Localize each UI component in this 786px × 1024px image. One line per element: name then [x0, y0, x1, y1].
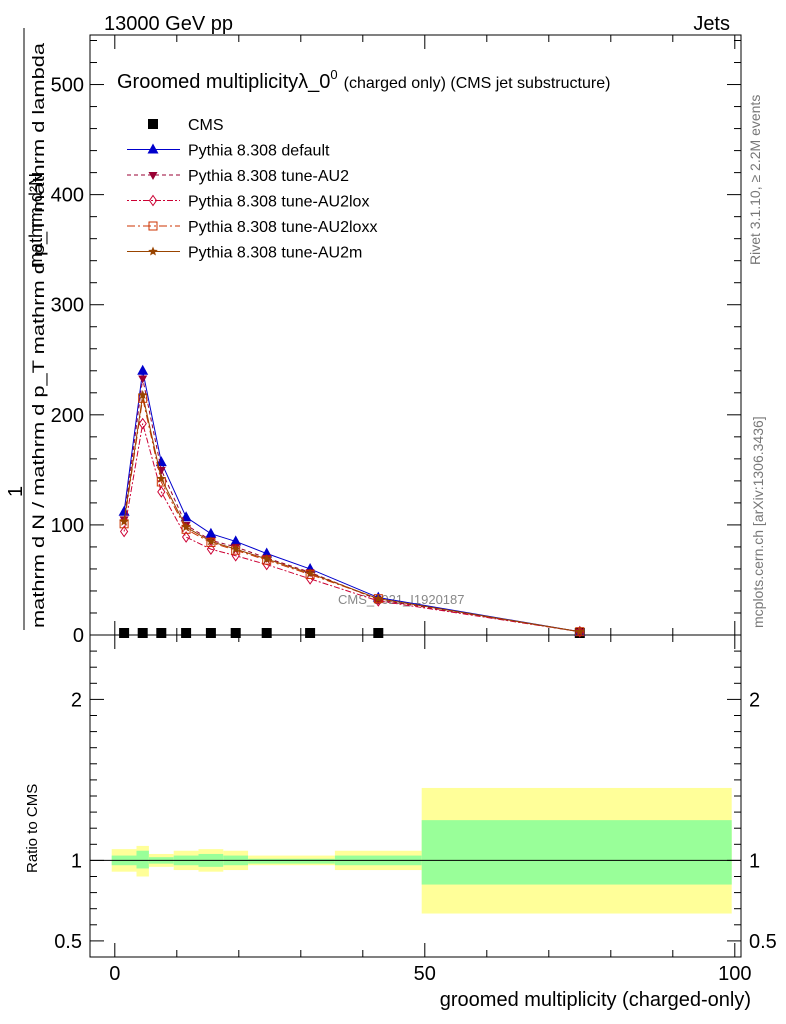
x-tick-labels: 0 50 100: [109, 963, 751, 985]
header-right: Jets: [693, 13, 730, 35]
series-line-default: [123, 370, 580, 633]
legend-label-au2: Pythia 8.308 tune-AU2: [188, 168, 349, 185]
chart-title-extra: (charged only) (CMS jet substructure): [344, 75, 611, 92]
ratio-y-axis-label: Ratio to CMS: [24, 784, 41, 873]
main-y-axis-label: 1 mathrm d²N mathrm d N / mathrm d p_T m…: [5, 28, 48, 630]
point-au2m: [373, 593, 384, 603]
legend-marker-au2lox: [148, 194, 158, 207]
y-tick-label: 300: [51, 295, 84, 317]
point-cms: [261, 628, 272, 638]
ratio-y-tick-label-right: 2: [749, 689, 760, 711]
series-line-au2lox: [123, 423, 580, 633]
series-group: [118, 364, 586, 638]
chart-title: Groomed multiplicityλ_00 (charged only) (…: [117, 67, 610, 93]
point-cms: [156, 628, 167, 638]
mcplots-label: mcplots.cern.ch [arXiv:1306.3436]: [750, 416, 766, 628]
ratio-y-tick-label-right: 1: [749, 850, 760, 872]
point-default: [205, 527, 217, 538]
point-au2m: [137, 390, 148, 399]
point-default: [155, 456, 167, 467]
ratio-y-tick-labels: 0.5 0.5 1 1 2 2: [54, 689, 777, 953]
series-line-au2m: [123, 394, 580, 633]
y-tick-label: 100: [51, 515, 84, 537]
x-tick-label: 50: [414, 963, 436, 985]
legend-marker-default: [147, 143, 159, 154]
point-au2lox: [181, 531, 191, 543]
ratio-y-tick-label: 1: [71, 850, 82, 872]
header-left: 13000 GeV pp: [104, 13, 233, 35]
point-au2m: [206, 536, 216, 546]
ratio-band-green: [421, 820, 732, 885]
y-tick-label: 400: [51, 185, 84, 207]
legend-label-au2lox: Pythia 8.308 tune-AU2lox: [188, 194, 369, 211]
chart-title-sup: 0: [330, 67, 337, 82]
legend: CMS Pythia 8.308 default Pythia 8.308 tune…: [127, 117, 377, 262]
ylabel-denominator: mathrm d N / mathrm d p_T mathrm d p_T m…: [29, 42, 48, 628]
point-au2m: [261, 554, 272, 564]
point-cms: [230, 628, 241, 638]
legend-label-au2m: Pythia 8.308 tune-AU2m: [188, 245, 362, 262]
point-cms: [137, 628, 148, 638]
point-cms: [181, 628, 192, 638]
point-cms: [205, 628, 216, 638]
legend-label-au2loxx: Pythia 8.308 tune-AU2loxx: [188, 219, 377, 236]
ratio-y-tick-label: 2: [71, 689, 82, 711]
x-axis-label: groomed multiplicity (charged-only): [440, 989, 751, 1011]
point-cms: [119, 628, 130, 638]
point-au2m: [119, 516, 129, 526]
point-au2lox: [138, 417, 147, 430]
series-au2lox: [119, 417, 584, 638]
point-cms: [373, 628, 384, 638]
point-au2m: [305, 568, 315, 578]
main-y-tick-labels: 0 100 200 300 400 500: [51, 75, 84, 647]
point-au2m: [181, 522, 191, 532]
main-axis-ticks: [90, 35, 741, 636]
y-tick-label: 500: [51, 75, 84, 97]
ratio-y-tick-label-right: 0.5: [749, 931, 777, 953]
point-default: [137, 364, 149, 375]
ratio-axis-ticks: [90, 635, 741, 957]
ratio-bands: [111, 787, 732, 914]
point-cms: [305, 628, 316, 638]
legend-marker-au2: [148, 172, 158, 180]
rivet-label: Rivet 3.1.10, ≥ 2.2M events: [747, 95, 763, 265]
legend-label-cms: CMS: [188, 117, 224, 134]
y-tick-label: 200: [51, 405, 84, 427]
ylabel-one: 1: [5, 486, 27, 497]
point-au2m: [156, 473, 167, 483]
legend-label-default: Pythia 8.308 default: [188, 143, 330, 160]
ylabel-numerator: mathrm d²N: [26, 173, 46, 268]
ratio-band-green: [136, 850, 149, 869]
ratio-y-tick-label: 0.5: [54, 931, 82, 953]
legend-marker-cms: [148, 119, 158, 129]
point-au2m: [230, 544, 241, 554]
point-au2lox: [119, 525, 129, 538]
point-au2lox: [305, 572, 315, 585]
series-line-au2loxx: [123, 398, 580, 633]
x-tick-label: 0: [109, 963, 120, 985]
series-au2m: [119, 390, 585, 636]
series-cms: [119, 628, 585, 638]
ratio-band-green: [248, 858, 335, 864]
point-au2: [138, 375, 148, 384]
legend-marker-au2m: [148, 246, 158, 256]
x-tick-label: 100: [718, 963, 751, 985]
point-au2lox: [157, 486, 166, 498]
legend-marker-au2loxx: [148, 221, 158, 231]
point-au2lox: [262, 558, 271, 571]
point-au2m: [575, 626, 585, 636]
point-default: [230, 535, 242, 546]
chart-title-main: Groomed multiplicityλ_0: [117, 71, 330, 93]
point-au2lox: [206, 543, 216, 556]
y-tick-label: 0: [73, 625, 84, 647]
